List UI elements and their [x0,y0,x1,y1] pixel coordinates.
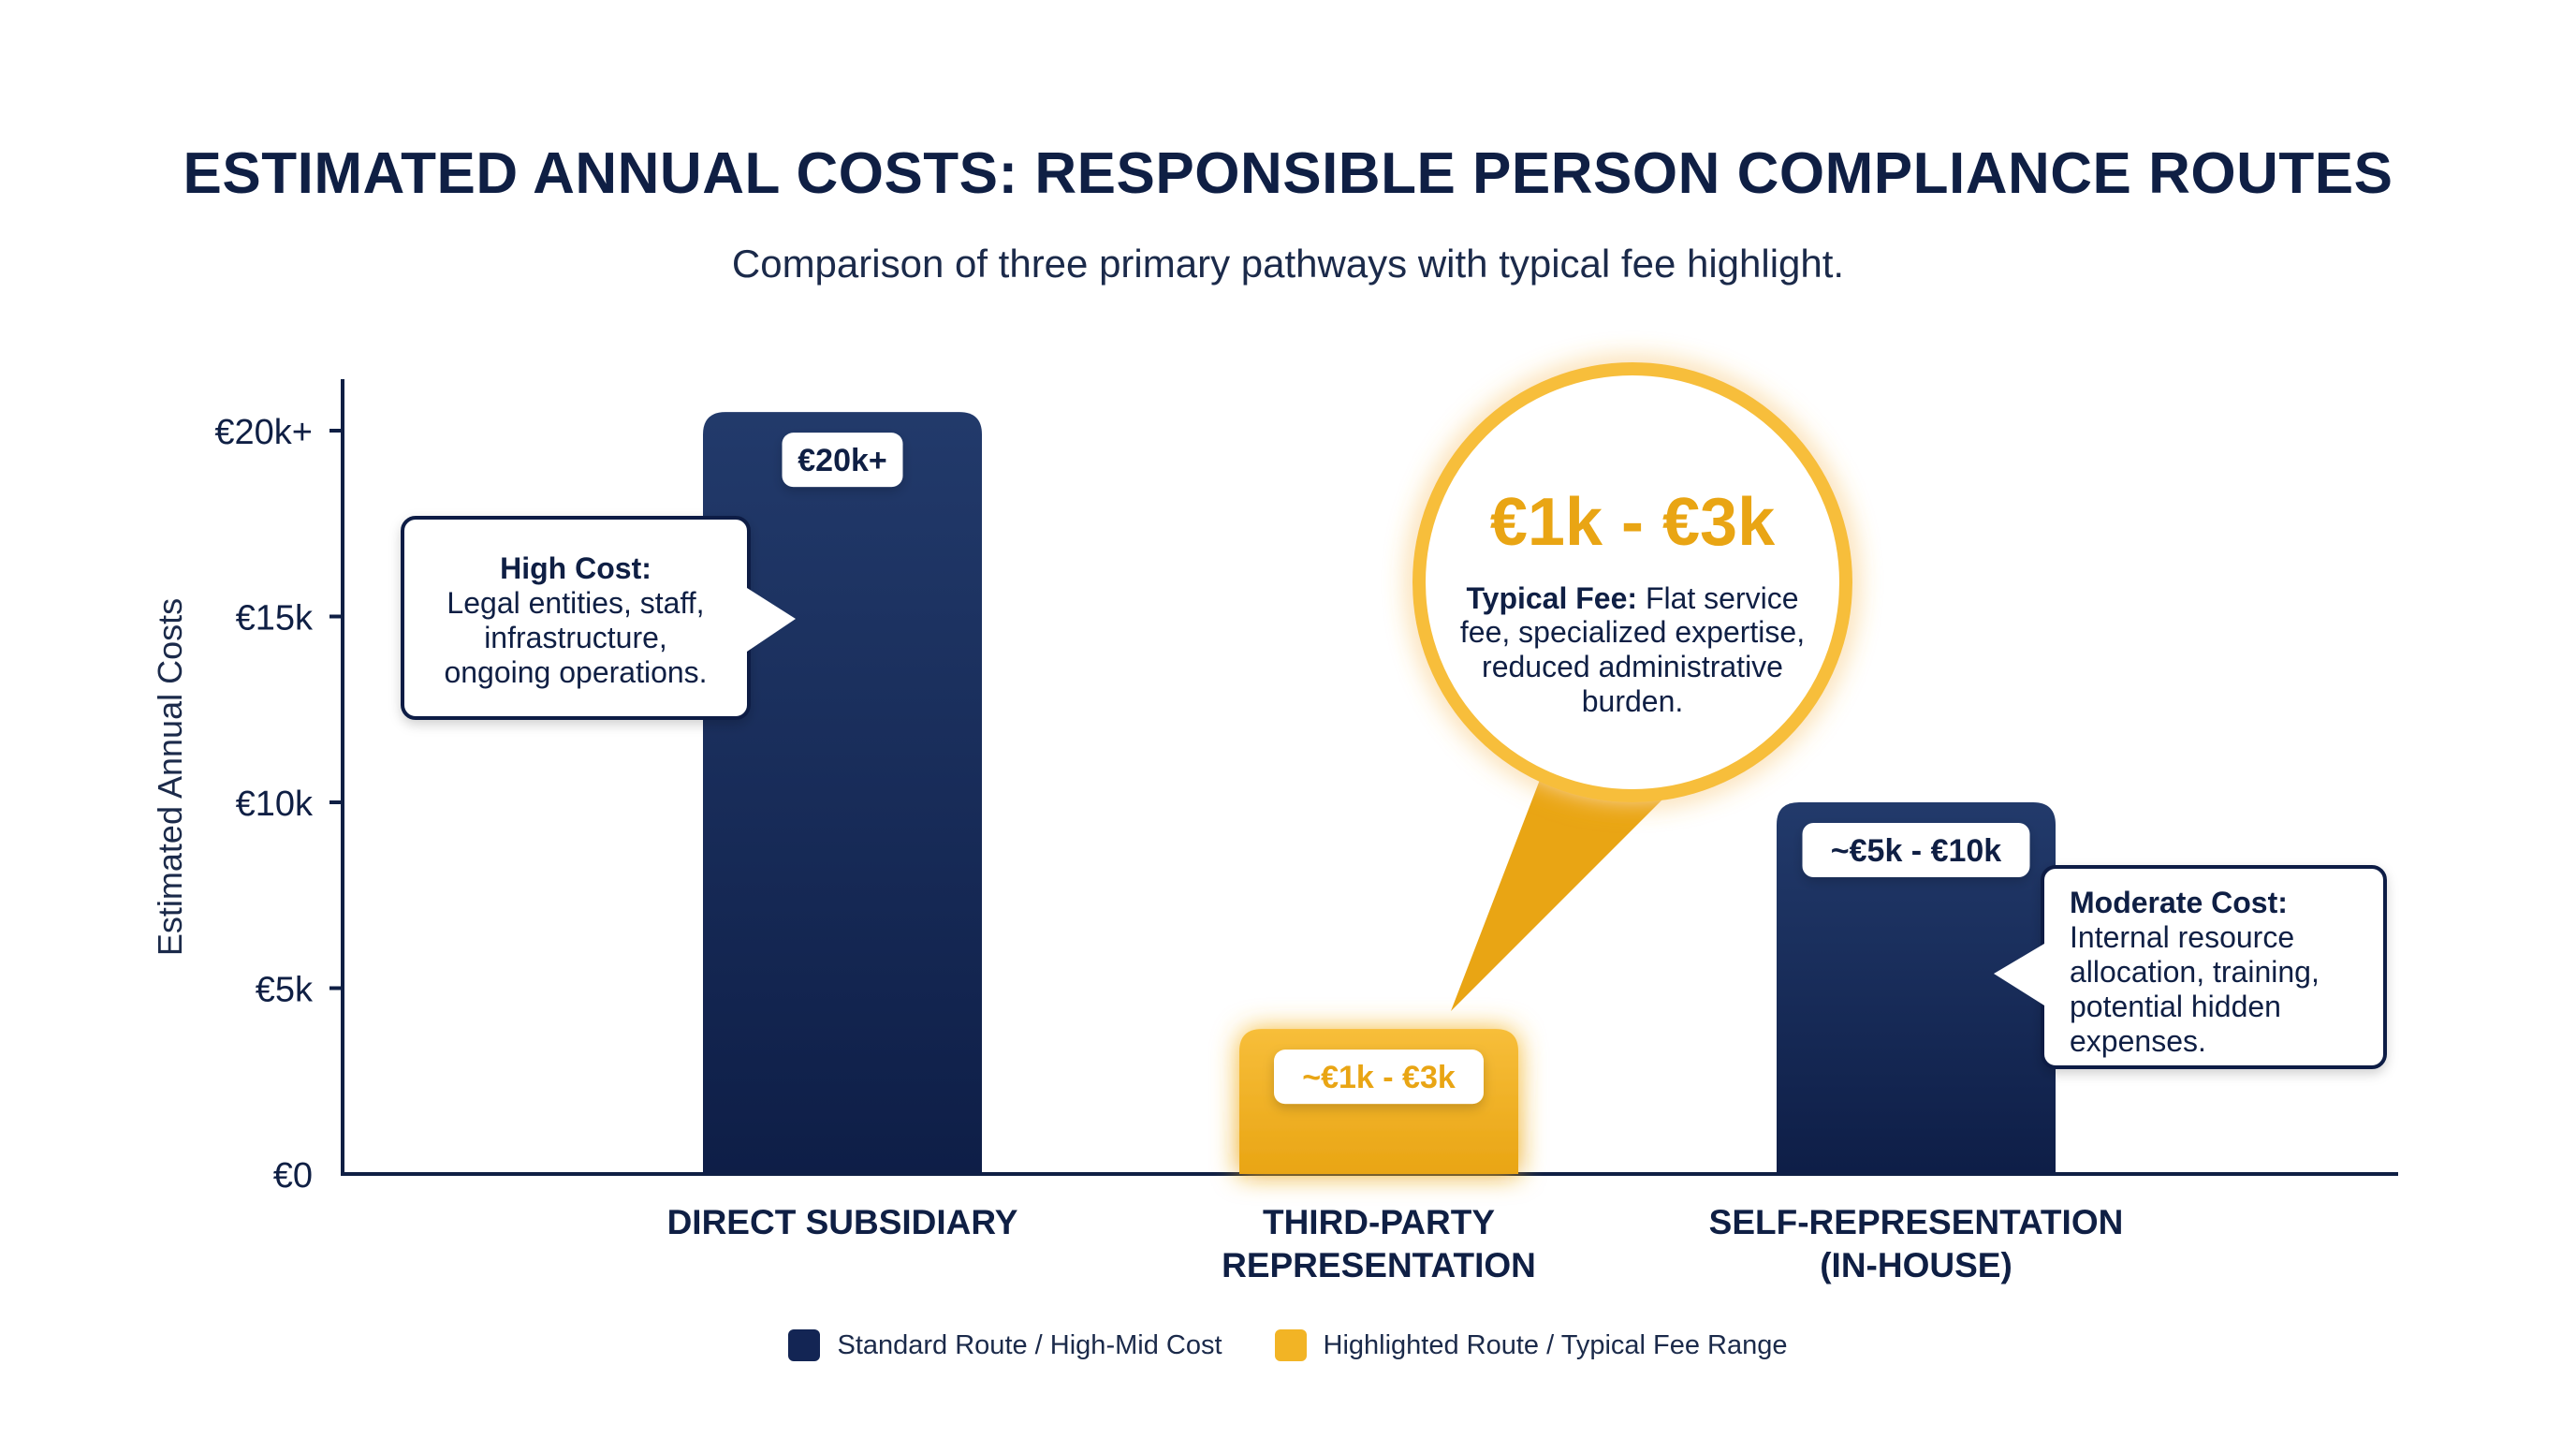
y-tick-label: €20k+ [214,413,313,452]
y-axis-label: Estimated Annual Costs [151,598,189,956]
annotation-heading: Moderate Cost: [2070,886,2288,919]
annotation-text: Internal resource [2070,920,2294,954]
y-tick-label: €5k [256,971,314,1010]
legend-swatch [1274,1329,1307,1361]
category-label: THIRD-PARTY [1263,1203,1495,1241]
category-label: DIRECT SUBSIDIARY [667,1203,1018,1241]
annotation-text: infrastructure, [484,621,667,654]
value-label: ~€5k - €10k [1831,833,2002,869]
value-label-bg [1802,823,2030,877]
annotation-moderate-cost: Moderate Cost:Internal resourceallocatio… [1994,865,2387,1069]
legend-swatch [788,1329,821,1361]
category-label: SELF-REPRESENTATION [1709,1203,2124,1241]
annotation-heading: High Cost: [500,551,651,585]
chart-subtitle: Comparison of three primary pathways wit… [731,242,1845,286]
annotation-text: allocation, training, [2070,955,2320,989]
legend-label: Highlighted Route / Typical Fee Range [1323,1329,1788,1360]
chart-title: ESTIMATED ANNUAL COSTS: RESPONSIBLE PERS… [183,141,2393,206]
bubble-text: burden. [1582,684,1684,718]
annotation-text: Legal entities, staff, [446,586,704,620]
bubble-tail [1451,768,1676,1011]
value-label-bg [1274,1049,1484,1105]
bubble-text: Typical Fee: Flat service [1466,581,1798,615]
annotation-text: ongoing operations. [444,655,707,689]
category-label: REPRESENTATION [1222,1246,1536,1284]
y-tick-label: €10k [236,785,314,824]
legend: Standard Route / High-Mid Cost Highlighte… [0,1329,2576,1361]
bubble-text: reduced administrative [1482,650,1783,683]
y-tick-label: €0 [273,1156,313,1196]
bar [703,412,982,1174]
callout-tail [747,588,796,652]
bubble-text: fee, specialized expertise, [1460,615,1805,649]
value-label: ~€1k - €3k [1302,1060,1456,1095]
annotation-high-cost: High Cost:Legal entities, staff,infrastr… [401,516,796,720]
annotation-text: expenses. [2070,1024,2206,1058]
bar [1777,802,2056,1174]
category-label: (IN-HOUSE) [1820,1246,2012,1284]
legend-item: Standard Route / High-Mid Cost [788,1329,1222,1361]
legend-label: Standard Route / High-Mid Cost [837,1329,1222,1360]
bubble-range: €1k - €3k [1490,485,1776,560]
value-label-bg [782,433,903,488]
value-label: €20k+ [798,443,887,478]
callout-tail [1994,944,2044,1005]
y-tick-label: €15k [236,599,314,638]
legend-item: Highlighted Route / Typical Fee Range [1274,1329,1788,1361]
bubble-circle [1412,362,1852,802]
annotation-text: potential hidden [2070,990,2281,1023]
